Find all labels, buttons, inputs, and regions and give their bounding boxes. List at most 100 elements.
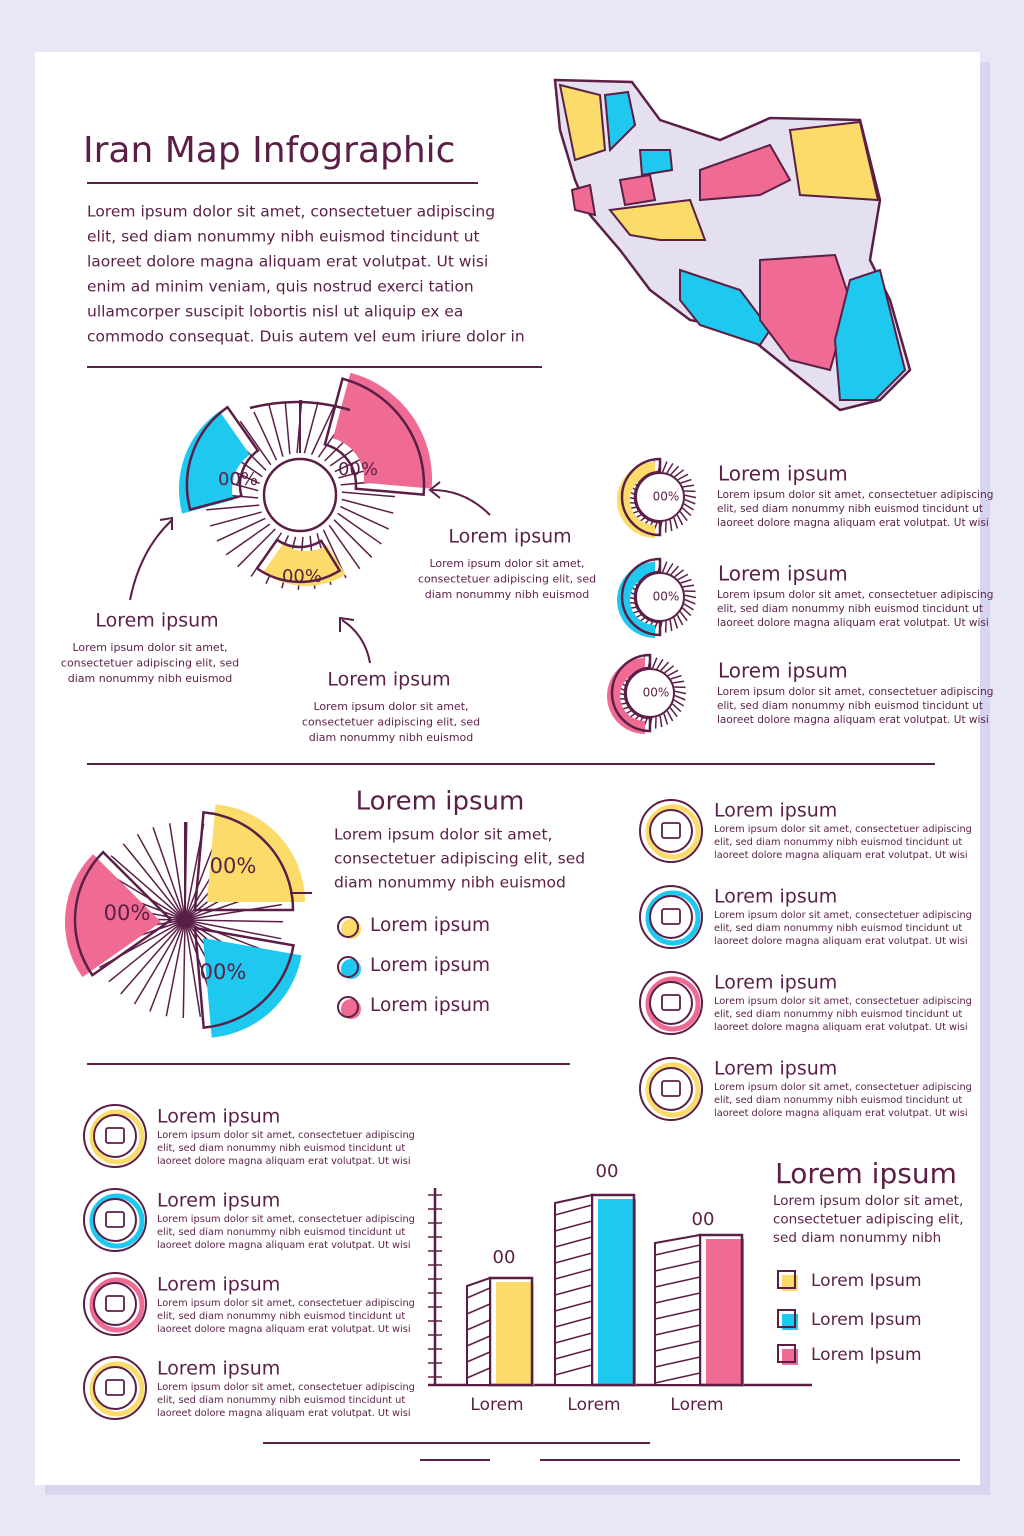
icon-inner bbox=[649, 981, 693, 1025]
ring-track-stroke bbox=[666, 462, 674, 474]
icon-line: Lorem ipsum dolor sit amet, consectetuer… bbox=[714, 910, 972, 921]
bar-hatch bbox=[554, 1300, 593, 1312]
icon-outer bbox=[83, 1356, 147, 1420]
ring-track-stroke bbox=[674, 690, 687, 695]
arrow bbox=[129, 519, 173, 601]
icon-inner bbox=[649, 809, 693, 853]
pie-cyan bbox=[193, 926, 295, 1029]
ring-line: elit, sed diam nonummy nibh euismod tinc… bbox=[717, 700, 983, 712]
bar-legend: Lorem Ipsum bbox=[811, 1310, 922, 1330]
icon-line: Lorem ipsum dolor sit amet, consectetuer… bbox=[157, 1130, 415, 1141]
ring-track-stroke bbox=[676, 614, 684, 626]
bar-hatch bbox=[466, 1335, 491, 1347]
arrow-head bbox=[428, 481, 441, 499]
ring-track-stroke bbox=[669, 619, 673, 632]
icon-glyph bbox=[661, 994, 681, 1011]
ring-track-stroke bbox=[672, 680, 685, 684]
donut-ring-stroke bbox=[333, 519, 373, 558]
map-region bbox=[608, 198, 707, 241]
ring-label: 00% bbox=[653, 590, 680, 604]
icon-outer bbox=[639, 799, 703, 863]
pie-line: consectetuer adipiscing elit, sed bbox=[334, 850, 585, 868]
legend-swatch bbox=[777, 1309, 796, 1328]
icon-line: elit, sed diam nonummy nibh euismod tinc… bbox=[157, 1227, 405, 1238]
pie-base-stroke bbox=[133, 919, 186, 1005]
ring-track-stroke bbox=[679, 611, 688, 622]
icon-line: Lorem ipsum dolor sit amet, consectetuer… bbox=[714, 824, 972, 835]
pie-base-stroke bbox=[110, 855, 186, 921]
pie-base-stroke bbox=[168, 823, 186, 921]
icon-inner bbox=[93, 1366, 137, 1410]
bar-label: 00 bbox=[692, 1209, 715, 1230]
pie-label: 00% bbox=[210, 854, 257, 878]
icon-glyph bbox=[105, 1211, 125, 1228]
bar-hatch bbox=[554, 1204, 593, 1216]
donut-cyan bbox=[185, 405, 260, 512]
body-line: ullamcorper suscipit lobortis nisl ut al… bbox=[87, 303, 463, 321]
icon-ring bbox=[89, 1109, 145, 1165]
ring-title: Lorem ipsum bbox=[718, 462, 848, 486]
ring-track-stroke bbox=[677, 573, 689, 581]
icon-outer bbox=[639, 885, 703, 949]
icon-line: Lorem ipsum dolor sit amet, consectetuer… bbox=[714, 1082, 972, 1093]
ring-line: Lorem ipsum dolor sit amet, consectetuer… bbox=[717, 686, 993, 698]
legend-dot bbox=[337, 996, 359, 1018]
pie-legend: Lorem ipsum bbox=[370, 915, 490, 936]
ring-track-stroke bbox=[664, 665, 675, 674]
donut-ring-stroke bbox=[268, 404, 284, 457]
ring-line: laoreet dolore magna aliquam erat volutp… bbox=[717, 517, 989, 529]
icon-line: elit, sed diam nonummy nibh euismod tinc… bbox=[714, 923, 962, 934]
callout-title: Lorem ipsum bbox=[448, 526, 571, 548]
donut-ring-stroke bbox=[303, 401, 319, 454]
arrow bbox=[431, 489, 491, 516]
pie-legend: Lorem ipsum bbox=[370, 995, 490, 1016]
icon-line: laoreet dolore magna aliquam erat volutp… bbox=[714, 1022, 968, 1033]
ring-label: 00% bbox=[653, 490, 680, 504]
donut-ring-stroke bbox=[296, 399, 303, 454]
donut-ring-stroke bbox=[209, 511, 262, 527]
donut-ring-stroke bbox=[237, 528, 276, 568]
callout-line: Lorem ipsum dolor sit amet, bbox=[72, 641, 227, 654]
bar-legend: Lorem Ipsum bbox=[811, 1345, 922, 1365]
callout-line: diam nonummy nibh euismod bbox=[309, 731, 474, 744]
callout-line: diam nonummy nibh euismod bbox=[68, 672, 233, 685]
ring-track-stroke bbox=[671, 703, 682, 713]
body-line: commodo consequat. Duis autem vel eum ir… bbox=[87, 328, 525, 346]
bar-category: Lorem bbox=[470, 1395, 523, 1415]
pie-label: 00% bbox=[200, 960, 247, 984]
icon-inner bbox=[93, 1198, 137, 1242]
bar-heading: Lorem ipsum bbox=[775, 1157, 957, 1190]
bar-hatch bbox=[554, 1252, 593, 1264]
ring-line: elit, sed diam nonummy nibh euismod tinc… bbox=[717, 503, 983, 515]
map-region bbox=[638, 149, 674, 177]
icon-ring bbox=[89, 1277, 145, 1333]
icon-line: laoreet dolore magna aliquam erat volutp… bbox=[157, 1324, 411, 1335]
pie-yellow-shadow bbox=[207, 804, 305, 902]
callout-line: consectetuer adipiscing elit, sed bbox=[302, 716, 480, 729]
ring-track-stroke bbox=[684, 598, 696, 605]
ring-track-stroke bbox=[673, 699, 685, 707]
icon-line: elit, sed diam nonummy nibh euismod tinc… bbox=[714, 1009, 962, 1020]
ring-track-stroke bbox=[682, 484, 695, 488]
ring-track-stroke bbox=[674, 469, 685, 478]
map-region bbox=[570, 183, 597, 217]
ring-track-stroke bbox=[674, 694, 686, 701]
ring-track-stroke bbox=[660, 661, 670, 672]
map-region bbox=[558, 83, 607, 162]
arrow-head bbox=[339, 616, 355, 632]
donut-hole bbox=[262, 457, 338, 533]
bar-hatch bbox=[654, 1356, 701, 1368]
pie-yellow bbox=[193, 811, 295, 912]
bar-legend: Lorem Ipsum bbox=[811, 1271, 922, 1291]
bar-hatch bbox=[466, 1351, 491, 1363]
map-region bbox=[603, 90, 637, 153]
donut-ring-stroke bbox=[206, 504, 260, 511]
bar-side bbox=[654, 1233, 701, 1386]
donut-ring-stroke bbox=[341, 498, 394, 514]
bar-category: Lorem bbox=[670, 1395, 723, 1415]
icon-inner bbox=[93, 1282, 137, 1326]
icon-line: elit, sed diam nonummy nibh euismod tinc… bbox=[157, 1311, 405, 1322]
pie-base-stroke bbox=[152, 827, 186, 921]
icon-ring bbox=[645, 976, 701, 1032]
icon-outer bbox=[639, 1057, 703, 1121]
